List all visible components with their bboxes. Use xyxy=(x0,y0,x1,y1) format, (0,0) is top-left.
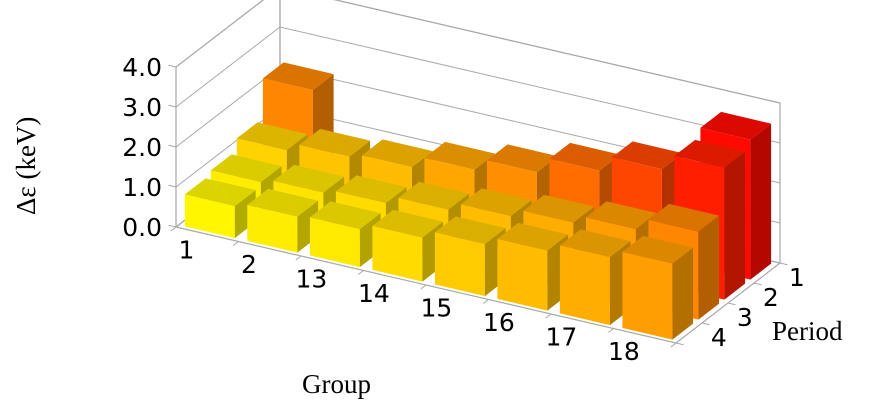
bar-side xyxy=(750,123,772,280)
y-tick-label: 0.0 xyxy=(122,213,162,242)
bar-side xyxy=(724,151,746,300)
bar-top xyxy=(247,188,319,217)
x-tick-label: 18 xyxy=(608,337,640,366)
z-tick-mark xyxy=(701,322,710,326)
bar-front xyxy=(309,217,360,268)
gridline xyxy=(175,0,781,104)
x-axis-title: Group xyxy=(302,369,371,399)
x-tick-mark xyxy=(357,270,364,275)
y-tick-mark xyxy=(168,144,177,148)
bar-top xyxy=(372,209,444,238)
z-tick-mark xyxy=(727,302,736,306)
x-tick-label: 2 xyxy=(241,250,257,279)
bar-top xyxy=(497,222,569,251)
bar-front xyxy=(184,194,235,239)
bar-side xyxy=(672,247,694,340)
x-tick-label: 14 xyxy=(358,279,390,308)
x-tick-mark xyxy=(232,241,239,246)
bar-top xyxy=(434,216,506,245)
bar-top xyxy=(299,128,371,157)
bar-top xyxy=(611,141,683,170)
bar-group xyxy=(184,62,772,340)
gridline xyxy=(175,26,781,144)
bar-top xyxy=(210,154,282,183)
bar-front xyxy=(247,204,298,253)
bar-top xyxy=(523,194,595,223)
bar-top xyxy=(648,203,720,232)
bar-top xyxy=(236,122,308,151)
bar-top xyxy=(460,188,532,217)
z-tick-label: 1 xyxy=(789,263,805,292)
z-tick-label: 3 xyxy=(737,303,753,332)
z-tick-label: 4 xyxy=(711,323,727,352)
bar-front xyxy=(622,251,673,340)
bar-front xyxy=(497,238,548,311)
bar-top xyxy=(184,178,256,207)
x-tick-mark xyxy=(482,299,489,304)
bar-top xyxy=(700,111,772,140)
x-tick-label: 16 xyxy=(483,308,515,337)
y-tick-label: 4.0 xyxy=(122,53,162,82)
z-tick-mark xyxy=(753,282,762,286)
x-tick-label: 1 xyxy=(178,235,194,264)
y-tick-mark xyxy=(168,184,177,188)
x-tick-mark xyxy=(295,255,302,261)
bar-top xyxy=(486,144,558,173)
bar-front xyxy=(559,245,610,326)
x-tick-mark xyxy=(607,328,614,333)
bar-front xyxy=(434,232,485,297)
bar-top xyxy=(424,141,496,170)
y-tick-label: 3.0 xyxy=(122,93,162,122)
y-tick-mark xyxy=(168,104,177,108)
bar-side xyxy=(234,190,256,239)
z-axis-title: Period xyxy=(772,316,843,346)
bar-top xyxy=(398,181,470,210)
x-tick-label: 15 xyxy=(421,293,453,322)
bar-top xyxy=(262,62,334,91)
bar-top xyxy=(273,164,345,193)
x-tick-label: 13 xyxy=(296,264,328,293)
x-tick-mark xyxy=(545,313,552,319)
bar-top xyxy=(309,201,381,230)
x-tick-mark xyxy=(670,342,677,348)
x-tick-label: 17 xyxy=(546,322,578,351)
bar-top xyxy=(559,229,631,258)
x-tick-mark xyxy=(170,226,177,232)
bar-top xyxy=(622,235,694,264)
bar-top xyxy=(549,142,621,171)
bar-top xyxy=(674,139,746,168)
bar-top xyxy=(335,175,407,204)
bar-front xyxy=(372,225,423,282)
y-tick-mark xyxy=(168,64,177,68)
z-tick-label: 2 xyxy=(763,283,779,312)
y-tick-label: 2.0 xyxy=(122,133,162,162)
bar-top xyxy=(585,201,657,230)
bar-side xyxy=(698,215,720,320)
x-tick-mark xyxy=(420,284,427,290)
z-tick-mark xyxy=(675,342,684,346)
y-tick-label: 1.0 xyxy=(122,173,162,202)
bar-top xyxy=(361,139,433,168)
z-tick-mark xyxy=(779,262,788,266)
y-tick-mark xyxy=(168,224,177,228)
y-axis-title: Δε (keV) xyxy=(11,117,41,215)
